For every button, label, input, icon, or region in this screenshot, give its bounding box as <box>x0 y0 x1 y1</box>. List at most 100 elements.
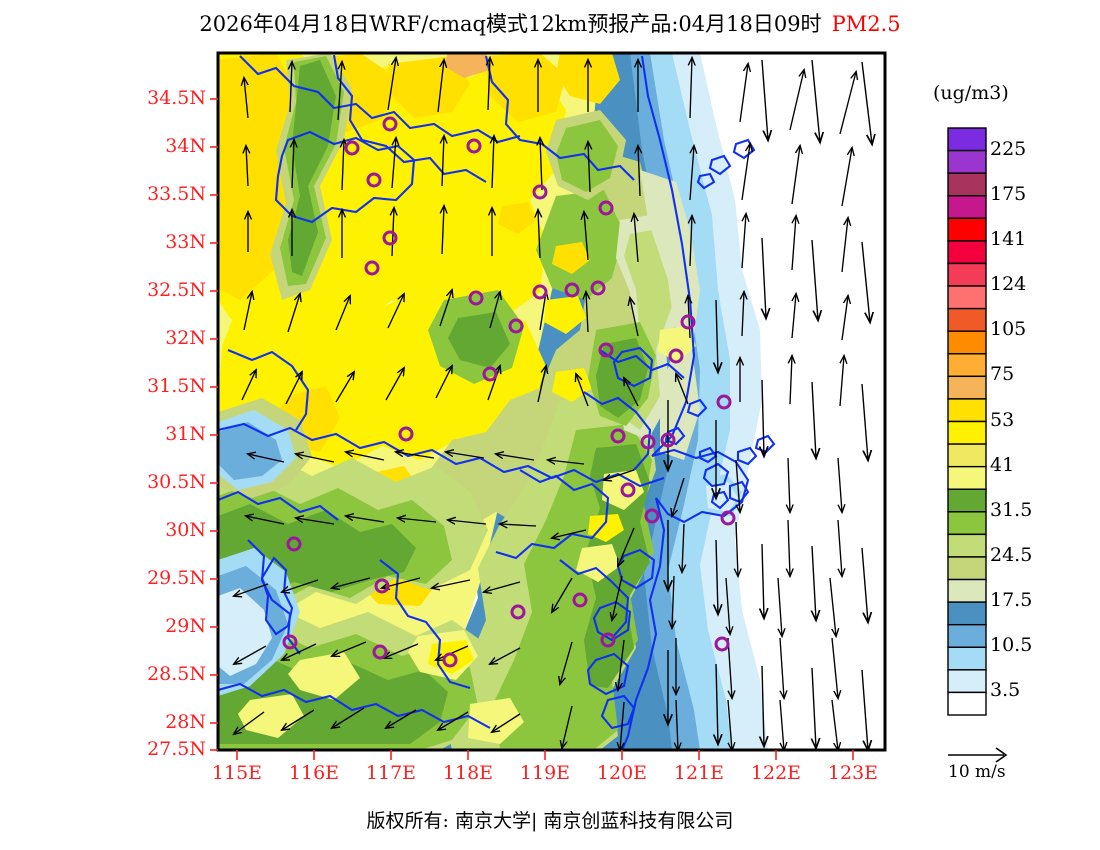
station-marker[interactable] <box>374 578 390 594</box>
lon-tick-label: 122E <box>750 762 802 784</box>
station-marker[interactable] <box>640 434 656 450</box>
colorbar-band <box>947 669 987 694</box>
band-53-spot-e3 <box>552 242 590 274</box>
copyright-notice: 版权所有: 南京大学| 南京创蓝科技有限公司 <box>366 810 734 832</box>
band-53-spot-se1 <box>588 514 624 542</box>
station-marker[interactable] <box>508 318 524 334</box>
colorbar-band <box>947 623 987 648</box>
colorbar-band <box>947 646 987 671</box>
station-marker[interactable] <box>382 230 398 246</box>
colorbar-band <box>947 307 987 332</box>
colorbar-band <box>947 691 987 716</box>
colorbar-tick-label: 75 <box>990 363 1015 386</box>
colorbar-band <box>947 443 987 468</box>
station-marker[interactable] <box>344 140 360 156</box>
band-41-spot-se2 <box>576 544 620 582</box>
band-53-spot-c3 <box>498 202 536 234</box>
lat-tick-label: 34N <box>165 135 206 157</box>
station-marker[interactable] <box>372 644 388 660</box>
colorbar-tick-label: 105 <box>990 318 1027 341</box>
station-marker[interactable] <box>572 592 588 608</box>
station-marker[interactable] <box>466 138 482 154</box>
station-marker[interactable] <box>442 652 458 668</box>
lat-tick-label: 30N <box>165 519 206 541</box>
colorbar-tick-label: 24.5 <box>990 543 1033 566</box>
band-41-spot-s4 <box>468 698 524 744</box>
station-marker[interactable] <box>282 634 298 650</box>
station-marker[interactable] <box>600 632 616 648</box>
colorbar-tick-label: 17.5 <box>990 589 1033 612</box>
colorbar <box>947 127 987 716</box>
lat-tick-label: 32N <box>165 327 206 349</box>
title-main-text: 2026年04月18日WRF/cmaq模式12km预报产品:04月18日09时 <box>199 12 822 36</box>
colorbar-band <box>947 465 987 490</box>
colorbar-tick-label: 53 <box>990 408 1015 431</box>
lon-tick-label: 116E <box>288 762 340 784</box>
lat-tick-label: 31N <box>165 423 206 445</box>
colorbar-band <box>947 375 987 400</box>
station-marker[interactable] <box>610 428 626 444</box>
station-marker[interactable] <box>382 116 398 132</box>
station-marker[interactable] <box>598 200 614 216</box>
station-marker[interactable] <box>714 636 730 652</box>
lat-tick-label: 27.5N <box>147 738 206 760</box>
station-marker[interactable] <box>532 284 548 300</box>
station-marker[interactable] <box>366 172 382 188</box>
wind-scale-caption: 10 m/s <box>948 762 1006 782</box>
colorbar-unit-label: (ug/m3) <box>933 82 1009 104</box>
colorbar-tick-label: 3.5 <box>990 679 1021 702</box>
station-marker[interactable] <box>660 432 676 448</box>
lat-tick-label: 32.5N <box>147 279 206 301</box>
colorbar-band <box>947 217 987 242</box>
band-41-coast2 <box>596 338 648 418</box>
colorbar-band <box>947 353 987 378</box>
colorbar-band <box>947 149 987 174</box>
concentration-field <box>218 53 885 750</box>
colorbar-band <box>947 578 987 603</box>
band-17.5-fringe <box>640 170 700 460</box>
station-marker[interactable] <box>598 342 614 358</box>
band-41-spot-e3 <box>658 326 696 362</box>
station-marker[interactable] <box>564 282 580 298</box>
band-3.5-sw <box>218 588 272 676</box>
lon-tick-label: 121E <box>673 762 725 784</box>
band-41-n1 <box>288 60 336 276</box>
band-53-spot-e1 <box>544 296 586 334</box>
station-marker[interactable] <box>286 536 302 552</box>
station-marker[interactable] <box>398 426 414 442</box>
station-marker[interactable] <box>532 184 548 200</box>
colorbar-band <box>947 285 987 310</box>
band-75-hotspot <box>444 53 490 78</box>
colorbar-band <box>947 511 987 536</box>
lat-tick-label: 31.5N <box>147 375 206 397</box>
station-marker[interactable] <box>680 314 696 330</box>
colorbar-band <box>947 488 987 513</box>
lon-tick-label: 123E <box>827 762 879 784</box>
lon-tick-label: 117E <box>365 762 417 784</box>
station-marker[interactable] <box>364 260 380 276</box>
colorbar-band <box>947 330 987 355</box>
station-marker[interactable] <box>468 290 484 306</box>
colorbar-band <box>947 601 987 626</box>
station-marker[interactable] <box>482 366 498 382</box>
lon-tick-label: 120E <box>596 762 648 784</box>
lon-tick-label: 118E <box>442 762 494 784</box>
lat-tick-label: 33.5N <box>147 183 206 205</box>
station-marker[interactable] <box>716 394 732 410</box>
colorbar-band <box>947 420 987 445</box>
station-marker[interactable] <box>668 348 684 364</box>
page-title: 2026年04月18日WRF/cmaq模式12km预报产品:04月18日09时 P… <box>0 8 1100 38</box>
boundaries-layer <box>218 54 776 750</box>
colorbar-tick-label: 31.5 <box>990 498 1033 521</box>
band-53-patch-n2 <box>388 56 470 118</box>
lat-tick-label: 28N <box>165 711 206 733</box>
colorbar-tick-label: 41 <box>990 453 1015 476</box>
station-marker[interactable] <box>720 510 736 526</box>
station-marker[interactable] <box>510 604 526 620</box>
station-marker[interactable] <box>590 280 606 296</box>
station-marker[interactable] <box>644 508 660 524</box>
colorbar-band <box>947 556 987 581</box>
station-marker[interactable] <box>620 482 636 498</box>
colorbar-tick-label: 141 <box>990 227 1027 250</box>
